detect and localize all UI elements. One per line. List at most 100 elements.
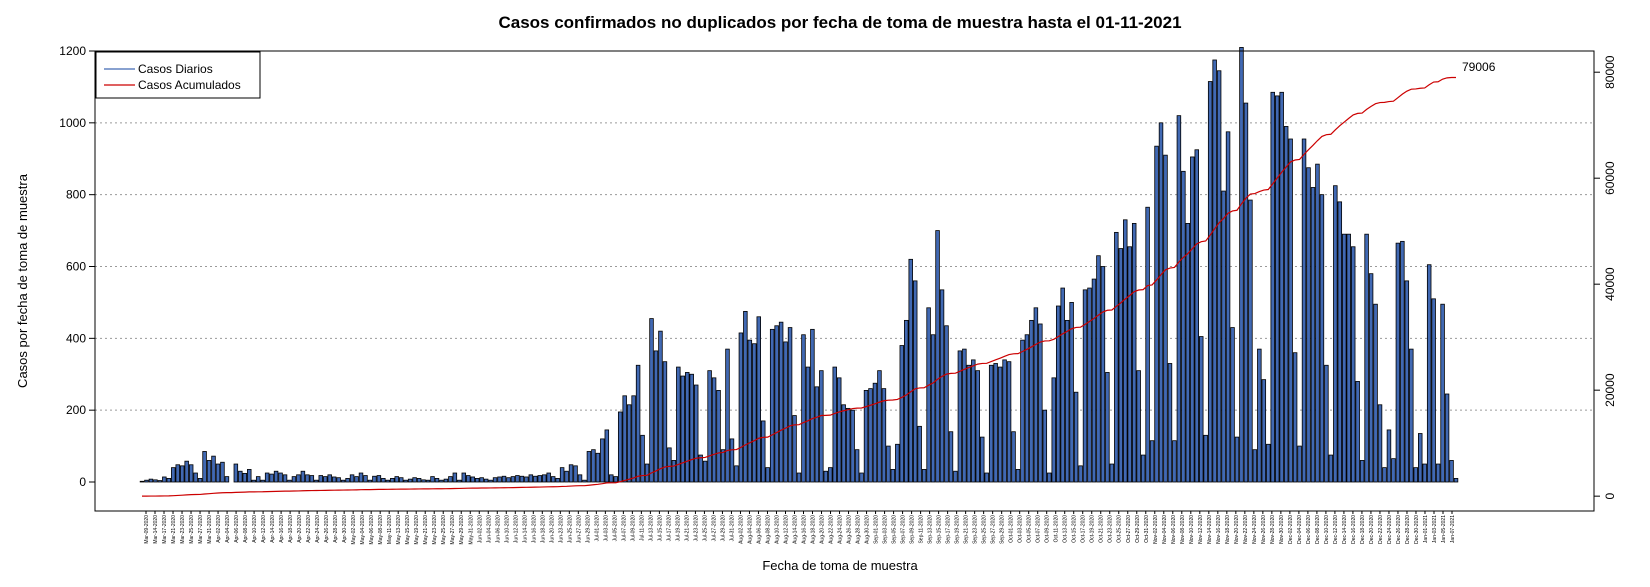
x-tick-label: May-11-2020 bbox=[387, 515, 393, 544]
bar-daily-cases bbox=[881, 388, 887, 483]
x-tick-label: Sep-15-2020 bbox=[937, 515, 943, 544]
bars-daily-cases bbox=[139, 47, 1459, 483]
bar-daily-cases bbox=[1422, 463, 1427, 483]
x-tick-label: Nov-16-2020 bbox=[1216, 515, 1222, 544]
bar-daily-cases bbox=[863, 390, 869, 483]
y-axis-left: 0 200 400 600 800 1000 1200 bbox=[59, 44, 95, 489]
x-tick-label: Apr-24-2020 bbox=[315, 515, 321, 543]
bar-daily-cases bbox=[962, 348, 967, 483]
bar-daily-cases bbox=[702, 460, 708, 483]
bar-daily-cases bbox=[1109, 463, 1115, 483]
bar-daily-cases bbox=[461, 472, 467, 483]
x-tick-label: Mar-25-2020 bbox=[189, 515, 195, 544]
x-tick-label: Sep-13-2020 bbox=[928, 515, 934, 544]
x-tick-label: Oct-19-2020 bbox=[1090, 515, 1096, 543]
bar-daily-cases bbox=[1413, 467, 1418, 483]
x-tick-label: Aug-28-2020 bbox=[856, 515, 862, 544]
bar-daily-cases bbox=[537, 475, 543, 483]
y-tick-label: 1000 bbox=[59, 116, 86, 130]
x-tick-label: Jul-15-2020 bbox=[657, 515, 663, 542]
x-tick-label: Sep-19-2020 bbox=[955, 515, 961, 544]
bar-daily-cases bbox=[738, 332, 744, 483]
x-tick-label: Mar-14-2020 bbox=[153, 515, 159, 544]
bar-daily-cases bbox=[555, 478, 560, 483]
bar-daily-cases bbox=[550, 476, 556, 483]
bar-daily-cases bbox=[220, 461, 225, 483]
x-tick-label: Jul-27-2020 bbox=[711, 515, 717, 542]
bar-daily-cases bbox=[904, 319, 909, 483]
bar-daily-cases bbox=[716, 390, 721, 483]
x-tick-label: May-19-2020 bbox=[414, 515, 420, 545]
bar-daily-cases bbox=[474, 478, 480, 483]
bar-daily-cases bbox=[1020, 339, 1025, 483]
bar-daily-cases bbox=[193, 472, 198, 483]
x-tick-label: Apr-30-2020 bbox=[342, 515, 348, 543]
bar-daily-cases bbox=[1158, 122, 1164, 483]
bar-daily-cases bbox=[179, 465, 185, 483]
bar-daily-cases bbox=[479, 477, 484, 483]
x-tick-label: Jul-07-2020 bbox=[621, 515, 627, 542]
bar-daily-cases bbox=[676, 366, 681, 483]
x-tick-label: Aug-22-2020 bbox=[829, 515, 835, 544]
bar-daily-cases bbox=[296, 474, 301, 483]
bar-daily-cases bbox=[997, 366, 1003, 483]
bar-daily-cases bbox=[1096, 255, 1101, 483]
x-tick-label: Nov-24-2020 bbox=[1252, 515, 1258, 544]
bar-daily-cases bbox=[1087, 287, 1092, 483]
bar-daily-cases bbox=[1100, 266, 1106, 483]
bar-daily-cases bbox=[1243, 102, 1249, 483]
bar-daily-cases bbox=[787, 327, 793, 483]
bar-daily-cases bbox=[1024, 334, 1030, 483]
y-tick-label: 600 bbox=[66, 260, 86, 274]
cumulative-cases-line bbox=[141, 76, 1457, 497]
x-tick-label: Apr-08-2020 bbox=[243, 515, 249, 543]
bar-daily-cases bbox=[1006, 361, 1012, 483]
bar-daily-cases bbox=[1368, 273, 1374, 483]
bar-daily-cases bbox=[1038, 323, 1043, 483]
y2-tick-label: 80000 bbox=[1603, 55, 1617, 89]
bar-daily-cases bbox=[1069, 302, 1074, 483]
x-tick-label: Aug-08-2020 bbox=[765, 515, 771, 544]
bar-daily-cases bbox=[1042, 409, 1048, 483]
bar-daily-cases bbox=[1435, 463, 1441, 483]
x-tick-label: May-31-2020 bbox=[468, 515, 474, 545]
x-tick-label: May-13-2020 bbox=[396, 515, 402, 545]
bar-daily-cases bbox=[1230, 327, 1235, 483]
bar-daily-cases bbox=[1047, 472, 1052, 483]
x-tick-label: Jul-19-2020 bbox=[675, 515, 681, 542]
y2-tick-label: 0 bbox=[1603, 493, 1617, 500]
bar-daily-cases bbox=[819, 370, 824, 483]
bar-daily-cases bbox=[975, 370, 981, 483]
bar-daily-cases bbox=[510, 476, 516, 483]
bar-daily-cases bbox=[309, 475, 315, 483]
x-tick-label: Jul-01-2020 bbox=[594, 515, 600, 542]
y-tick-label: 0 bbox=[79, 475, 86, 489]
bar-daily-cases bbox=[591, 449, 596, 483]
bar-daily-cases bbox=[305, 474, 310, 483]
bar-daily-cases bbox=[783, 341, 788, 483]
bar-daily-cases bbox=[331, 476, 337, 483]
bar-daily-cases bbox=[1418, 433, 1423, 483]
x-tick-label: May-02-2020 bbox=[351, 515, 357, 545]
bar-daily-cases bbox=[948, 431, 954, 483]
x-tick-label: Aug-04-2020 bbox=[747, 515, 753, 544]
bar-daily-cases bbox=[1350, 246, 1356, 483]
bar-daily-cases bbox=[519, 475, 525, 483]
bar-daily-cases bbox=[139, 480, 145, 483]
bar-daily-cases bbox=[854, 449, 860, 483]
bar-daily-cases bbox=[1176, 115, 1182, 483]
chart-title: Casos confirmados no duplicados por fech… bbox=[498, 13, 1181, 32]
x-tick-label: Aug-20-2020 bbox=[820, 515, 826, 544]
bar-daily-cases bbox=[197, 478, 203, 483]
y-tick-label: 200 bbox=[66, 403, 86, 417]
bar-daily-cases bbox=[1123, 219, 1128, 483]
bar-daily-cases bbox=[988, 364, 994, 483]
bar-daily-cases bbox=[1105, 372, 1110, 483]
x-tick-label: Jul-11-2020 bbox=[639, 515, 645, 541]
bar-daily-cases bbox=[385, 479, 391, 483]
x-tick-label: Oct-13-2020 bbox=[1063, 515, 1069, 543]
bar-daily-cases bbox=[1073, 391, 1079, 483]
bar-daily-cases bbox=[483, 478, 489, 483]
bar-daily-cases bbox=[372, 475, 377, 483]
x-tick-label: Nov-30-2020 bbox=[1279, 515, 1285, 544]
